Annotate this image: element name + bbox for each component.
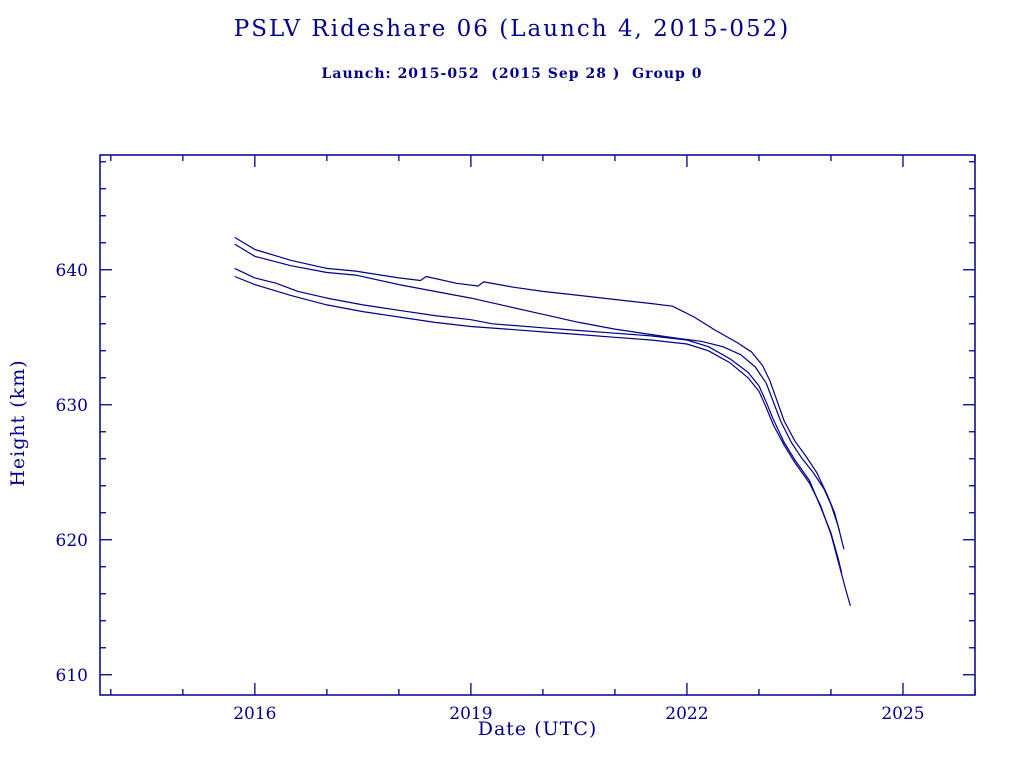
x-tick-label: 2025 — [881, 704, 924, 724]
y-tick-label: 640 — [56, 261, 88, 281]
series-1-line — [234, 236, 841, 532]
y-tick-label: 620 — [56, 531, 88, 551]
x-tick-label: 2019 — [449, 704, 492, 724]
x-axis-label: Date (UTC) — [477, 718, 598, 740]
chart-subtitle: Launch: 2015-052 (2015 Sep 28 ) Group 0 — [321, 66, 703, 82]
y-tick-label: 610 — [56, 666, 88, 686]
chart-title: PSLV Rideshare 06 (Launch 4, 2015-052) — [233, 16, 791, 42]
y-tick-label: 630 — [56, 396, 88, 416]
series-3-line — [234, 267, 843, 574]
x-tick-label: 2016 — [233, 704, 276, 724]
x-tick-label: 2022 — [665, 704, 708, 724]
plot-border — [99, 154, 976, 696]
series-2-line — [234, 243, 845, 550]
series-4-line — [234, 275, 851, 607]
